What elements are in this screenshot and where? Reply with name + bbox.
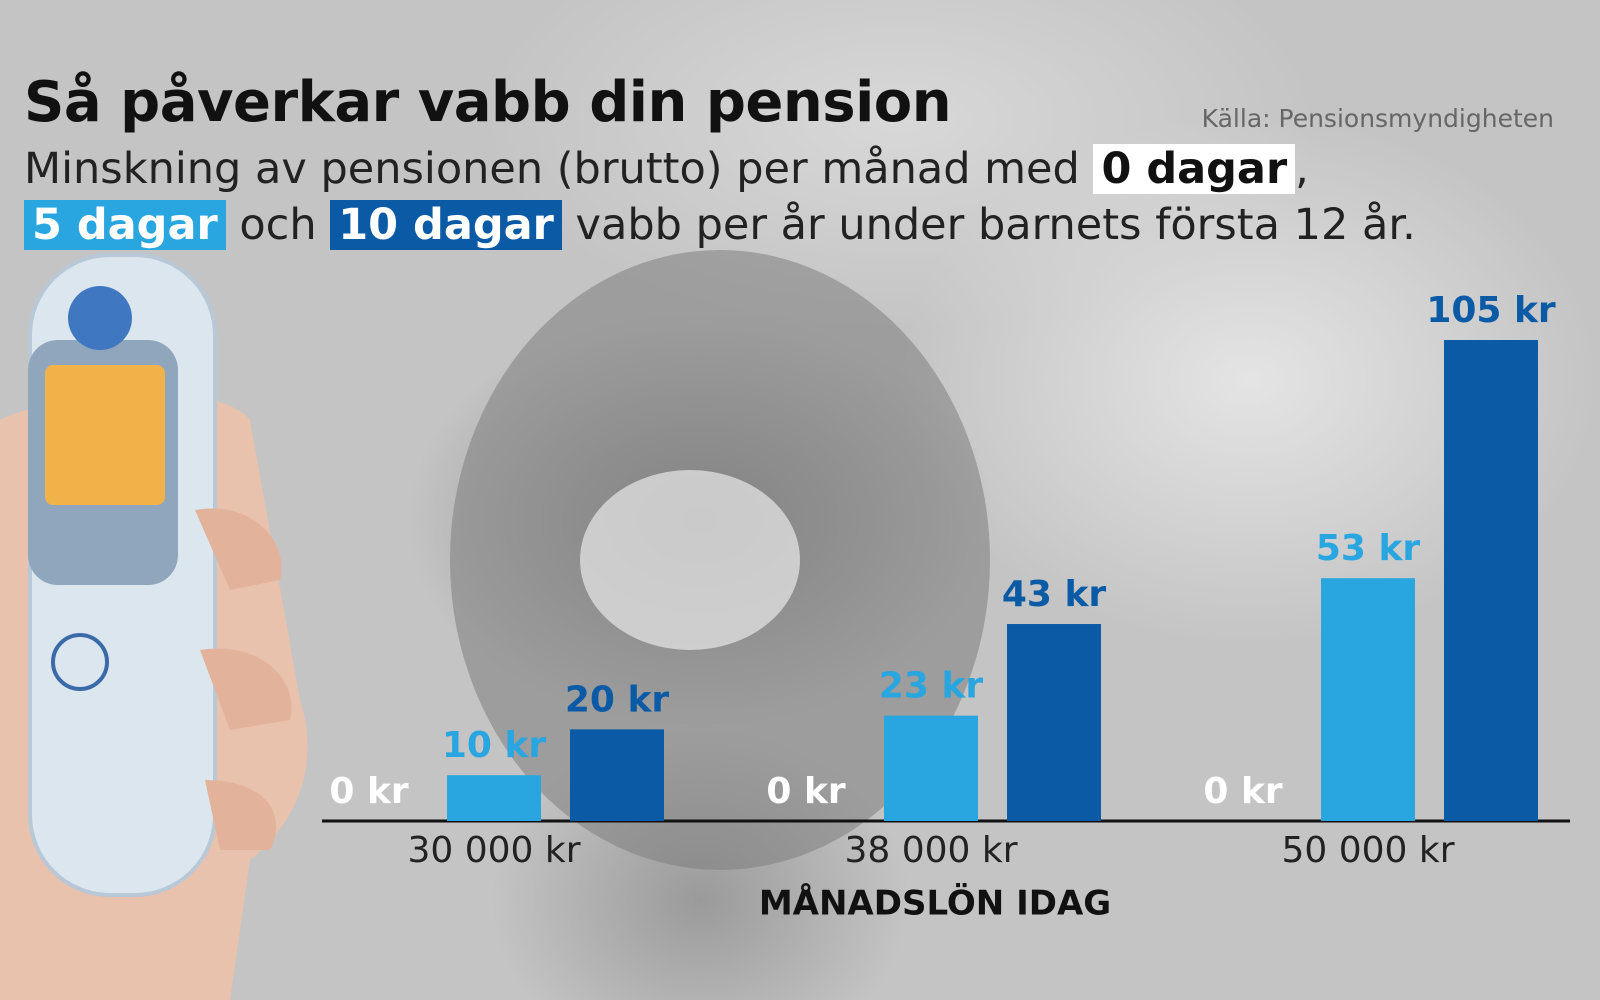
x-tick-label: 30 000 kr: [407, 830, 580, 871]
bar: [1007, 624, 1101, 821]
value-label: 0 kr: [329, 771, 409, 812]
subtitle-text: och: [239, 200, 317, 250]
value-label: 23 kr: [879, 666, 984, 707]
legend-entry: 5 dagar: [24, 200, 226, 250]
x-tick-label: 38 000 kr: [844, 830, 1017, 871]
header: Så påverkar vabb din pension Källa: Pens…: [24, 70, 1584, 253]
x-tick-label: 50 000 kr: [1281, 830, 1454, 871]
bar: [1321, 578, 1415, 821]
value-label: 105 kr: [1426, 290, 1556, 331]
value-label: 20 kr: [565, 679, 670, 720]
value-label: 10 kr: [442, 725, 547, 766]
legend-entry: 10 dagar: [330, 200, 562, 250]
value-label: 0 kr: [766, 771, 846, 812]
power-button: [51, 633, 109, 691]
fingers: [195, 508, 292, 850]
bar: [447, 775, 541, 821]
value-label: 0 kr: [1203, 771, 1283, 812]
value-label: 53 kr: [1316, 528, 1421, 569]
thermometer-button: [68, 286, 132, 350]
chart-title: Så påverkar vabb din pension: [24, 70, 952, 135]
value-label: 43 kr: [1002, 574, 1107, 615]
subtitle-text: ,: [1295, 144, 1309, 194]
bar: [570, 729, 664, 821]
subtitle-text: vabb per år under barnets första 12 år.: [575, 200, 1416, 250]
legend-entry: 0 dagar: [1093, 144, 1296, 194]
bar: [884, 715, 978, 821]
subtitle-text: Minskning av pensionen (brutto) per måna…: [24, 144, 1080, 194]
bar: [1444, 340, 1538, 821]
blurred-tissue: [580, 470, 800, 650]
thermometer-display: [45, 365, 165, 505]
x-axis-title: MÅNADSLÖN IDAG: [759, 883, 1111, 924]
subtitle: Minskning av pensionen (brutto) per måna…: [24, 141, 1544, 253]
source: Källa: Pensionsmyndigheten: [1201, 104, 1554, 133]
